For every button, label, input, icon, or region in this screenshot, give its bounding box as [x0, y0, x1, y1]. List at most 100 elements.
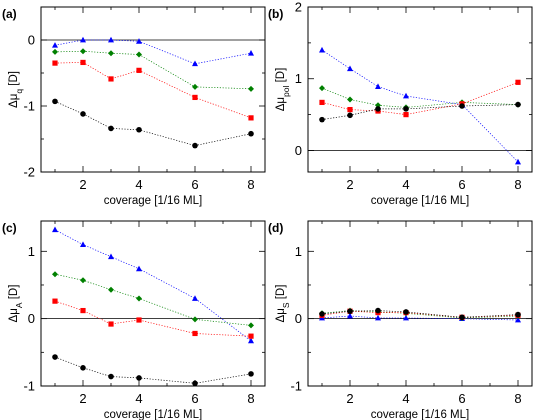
data-point: [248, 85, 254, 92]
data-point: [192, 83, 198, 90]
data-point: [248, 333, 254, 339]
data-point: [248, 337, 254, 344]
x-tick-label: 4: [135, 177, 142, 192]
plot-frame: [307, 220, 533, 387]
data-point: [192, 316, 198, 323]
panel-label: (a): [2, 7, 17, 21]
series-3: [52, 354, 254, 387]
data-point: [108, 50, 114, 57]
data-point: [52, 48, 58, 55]
series-line: [321, 310, 519, 318]
series-line: [321, 49, 519, 163]
data-point: [108, 286, 114, 293]
data-point: [403, 112, 409, 118]
series-0: [52, 36, 254, 67]
data-point: [108, 125, 114, 132]
data-point: [515, 311, 521, 318]
data-point: [136, 317, 142, 323]
data-point: [515, 158, 521, 165]
x-axis-title: coverage [1/16 ML]: [104, 409, 202, 420]
x-tick-label: 4: [135, 391, 142, 406]
data-point: [319, 85, 325, 92]
y-axis-title: ΔμA [D]: [8, 285, 24, 323]
x-axis-title: coverage [1/16 ML]: [104, 195, 202, 207]
data-point: [136, 51, 142, 58]
data-point: [80, 277, 86, 284]
panel-b: (b) 2 4 6 8 0 1 2 coverage [1/16 ML] Δμpol [D]: [268, 0, 533, 207]
series-line: [321, 104, 519, 120]
data-point: [192, 142, 198, 149]
series-line: [54, 101, 252, 146]
x-tick-label: 8: [247, 391, 254, 406]
y-tick-label: -2: [23, 165, 35, 180]
x-axis-title: coverage [1/16 ML]: [371, 195, 469, 207]
data-point: [52, 42, 58, 48]
series-line: [321, 87, 519, 108]
series-line: [54, 356, 252, 384]
data-point: [319, 311, 325, 317]
series-1: [52, 48, 254, 92]
y-tick-label: 1: [28, 244, 35, 259]
panel-c: (c) 2 4 6 8 -1 0 1 coverage [1/16 ML] ΔμA [D]: [2, 220, 266, 420]
series-line: [321, 315, 519, 321]
data-point: [375, 307, 381, 314]
x-tick-label: 2: [79, 177, 86, 192]
y-tick-label: 0: [28, 311, 35, 326]
series-line: [54, 273, 252, 326]
data-point: [347, 106, 353, 113]
x-tick-label: 2: [346, 177, 353, 192]
data-point: [192, 330, 198, 337]
panel-label: (d): [268, 221, 283, 235]
series-line: [321, 81, 519, 115]
data-point: [108, 36, 114, 43]
series-3: [319, 307, 521, 321]
data-point: [52, 60, 58, 66]
data-point: [459, 103, 465, 109]
data-point: [80, 36, 86, 43]
panel-d: (d) 2 4 6 8 -1 0 1 coverage [1/16 ML] ΔμS [D]: [268, 220, 533, 420]
data-point: [52, 98, 58, 105]
data-point: [52, 298, 58, 304]
series-0: [52, 226, 254, 344]
x-tick-label: 4: [402, 391, 409, 406]
data-point: [347, 312, 353, 319]
data-point: [347, 65, 353, 72]
data-point: [80, 365, 86, 371]
panel-a: (a) 2 4 6 8 -2 -1 0 coverage [1/16 ML] Δμq [D]: [2, 6, 266, 207]
y-tick-label: -1: [23, 379, 35, 394]
series-3: [52, 98, 254, 149]
plot-frame: [40, 6, 266, 173]
x-tick-label: 2: [346, 391, 353, 406]
data-point: [80, 241, 86, 247]
y-tick-label: -1: [23, 99, 35, 114]
data-point: [136, 38, 142, 44]
data-point: [108, 373, 114, 380]
y-axis-title: Δμq [D]: [8, 71, 24, 108]
plot-frame: [40, 220, 266, 387]
data-point: [515, 101, 521, 108]
x-tick-label: 4: [402, 177, 409, 192]
x-tick-label: 8: [247, 177, 254, 192]
data-point: [375, 106, 381, 112]
data-point: [347, 96, 353, 103]
data-point: [80, 111, 86, 117]
y-axis-title: Δμpol [D]: [275, 68, 291, 112]
data-point: [108, 321, 114, 327]
data-point: [375, 314, 381, 321]
data-point: [248, 115, 254, 121]
data-point: [459, 314, 465, 321]
x-tick-label: 6: [191, 391, 198, 406]
series-0: [319, 46, 521, 165]
data-point: [248, 371, 254, 377]
series-3: [319, 101, 521, 123]
data-point: [52, 226, 58, 233]
x-tick-label: 6: [458, 391, 465, 406]
data-point: [515, 79, 521, 85]
data-point: [52, 271, 58, 278]
data-point: [248, 322, 254, 329]
data-point: [80, 307, 86, 314]
data-point: [403, 92, 409, 99]
data-point: [347, 308, 353, 315]
panel-label: (c): [2, 221, 17, 235]
series-line: [54, 229, 252, 342]
